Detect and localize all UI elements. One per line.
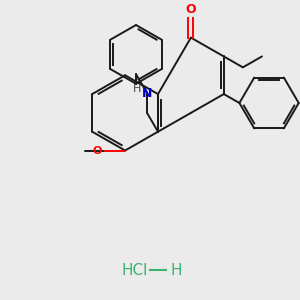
Text: H: H xyxy=(133,84,141,94)
Text: H: H xyxy=(170,263,182,278)
Text: O: O xyxy=(93,146,102,155)
Text: HCl: HCl xyxy=(122,263,148,278)
Text: N: N xyxy=(142,86,152,100)
Text: O: O xyxy=(186,3,196,16)
